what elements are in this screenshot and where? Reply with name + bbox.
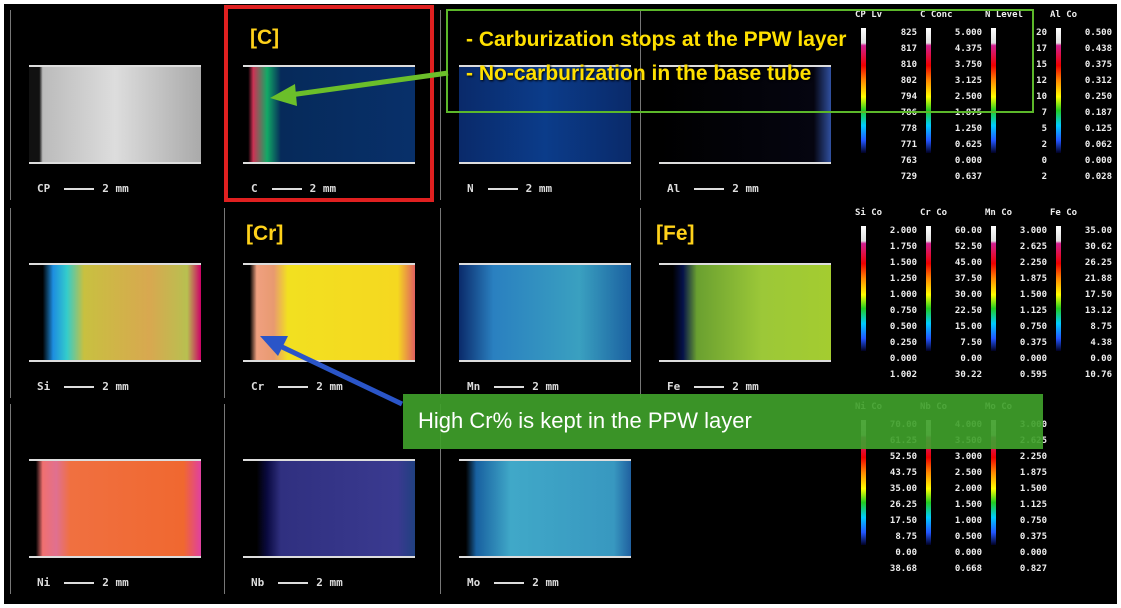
callout-text: - No-carburization in the base tube (466, 62, 811, 86)
annotation-layer (0, 0, 1121, 608)
arrow (280, 346, 402, 404)
callout-box (447, 10, 1033, 112)
arrow (290, 73, 448, 95)
arrowhead (270, 84, 297, 106)
panel-tag: [C] (250, 26, 279, 50)
screenshot: CP2 mmC2 mmN2 mmAl2 mmSi2 mmCr2 mmMn2 mm… (0, 0, 1121, 608)
panel-tag: [Cr] (246, 222, 283, 246)
panel-tag: [Fe] (656, 222, 695, 246)
callout-text: High Cr% is kept in the PPW layer (418, 408, 752, 434)
callout-text: - Carburization stops at the PPW layer (466, 28, 846, 52)
